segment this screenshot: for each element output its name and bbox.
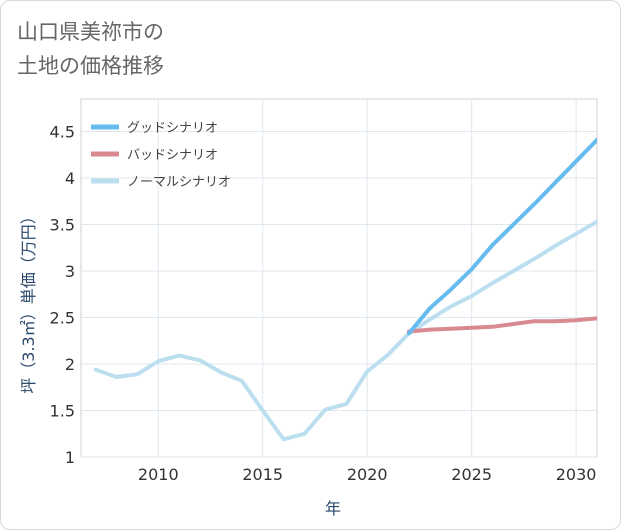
x-tick-label: 2030 [556, 465, 597, 484]
y-tick-label: 3.5 [50, 216, 75, 235]
x-axis-label: 年 [325, 499, 341, 518]
y-tick-label: 4.5 [50, 123, 75, 142]
legend-label: バッドシナリオ [127, 148, 218, 163]
grid-lines [81, 99, 597, 458]
series-lines [93, 137, 597, 442]
title-line-2: 土地の価格推移 [17, 54, 164, 78]
y-axis-label: 坪（3.3㎡）単価（万円） [19, 208, 38, 393]
legend-label: グッドシナリオ [127, 121, 218, 136]
y-tick-label: 2 [65, 355, 75, 374]
y-tick-label: 1 [65, 448, 75, 467]
legend-label: ノーマルシナリオ [127, 175, 231, 190]
y-tick-label: 3 [65, 262, 75, 281]
x-axis-ticks: 2010 2015 2020 2025 2030 [138, 465, 597, 484]
series-line-1 [407, 316, 597, 334]
plot-area [80, 98, 598, 458]
x-tick-label: 2015 [242, 465, 283, 484]
series-line-0 [407, 137, 597, 336]
y-tick-label: 1.5 [50, 402, 75, 421]
y-tick-label: 4 [65, 169, 75, 188]
x-tick-label: 2025 [451, 465, 492, 484]
page-title: 山口県美祢市の 土地の価格推移 [17, 15, 164, 83]
series-line-2 [93, 219, 597, 442]
y-axis-ticks: 1 1.5 2 2.5 3 3.5 4 4.5 [50, 123, 75, 467]
x-tick-label: 2010 [138, 465, 179, 484]
title-line-1: 山口県美祢市の [17, 20, 164, 44]
y-tick-label: 2.5 [50, 309, 75, 328]
x-tick-label: 2020 [347, 465, 388, 484]
